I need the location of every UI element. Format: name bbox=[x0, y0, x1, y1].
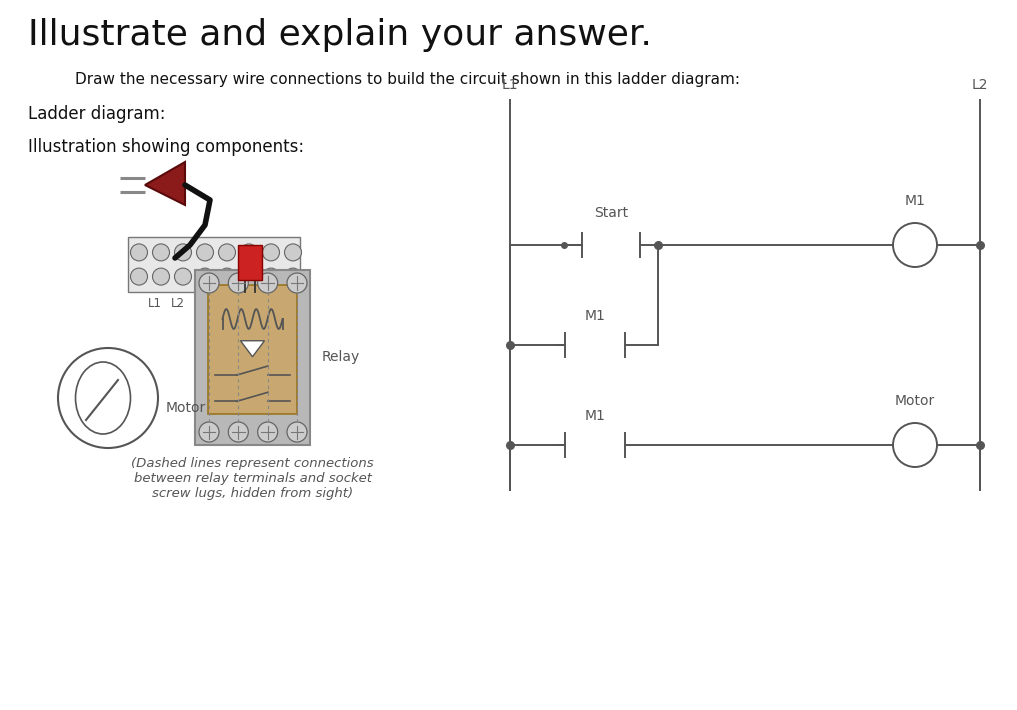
Bar bbox=[128, 237, 300, 292]
Circle shape bbox=[285, 268, 301, 285]
Circle shape bbox=[196, 268, 214, 285]
Text: Start: Start bbox=[594, 206, 629, 220]
Text: Relay: Relay bbox=[322, 351, 360, 364]
Text: Motor: Motor bbox=[166, 401, 206, 415]
Text: L1: L1 bbox=[501, 78, 519, 92]
Text: Illustrate and explain your answer.: Illustrate and explain your answer. bbox=[28, 18, 652, 52]
Circle shape bbox=[219, 244, 236, 261]
Text: L1: L1 bbox=[148, 297, 162, 310]
Text: Ladder diagram:: Ladder diagram: bbox=[28, 105, 166, 123]
Bar bbox=[208, 285, 297, 414]
Circle shape bbox=[130, 268, 147, 285]
Circle shape bbox=[262, 268, 280, 285]
Ellipse shape bbox=[75, 362, 130, 434]
Circle shape bbox=[893, 423, 937, 467]
Circle shape bbox=[287, 422, 307, 442]
Circle shape bbox=[196, 244, 214, 261]
Circle shape bbox=[257, 273, 278, 293]
Bar bbox=[238, 245, 262, 280]
Text: Motor: Motor bbox=[895, 394, 935, 408]
Text: L2: L2 bbox=[171, 297, 185, 310]
Circle shape bbox=[262, 244, 280, 261]
Circle shape bbox=[153, 244, 170, 261]
Circle shape bbox=[58, 348, 158, 448]
Circle shape bbox=[219, 268, 236, 285]
Circle shape bbox=[199, 273, 219, 293]
Text: M1: M1 bbox=[585, 409, 605, 423]
Circle shape bbox=[257, 422, 278, 442]
Polygon shape bbox=[145, 162, 185, 205]
Circle shape bbox=[130, 244, 147, 261]
Circle shape bbox=[285, 244, 301, 261]
Text: M1: M1 bbox=[585, 309, 605, 323]
Circle shape bbox=[229, 422, 248, 442]
Text: (Dashed lines represent connections
between relay terminals and socket
screw lug: (Dashed lines represent connections betw… bbox=[131, 457, 374, 500]
Text: Illustration showing components:: Illustration showing components: bbox=[28, 138, 304, 156]
Circle shape bbox=[175, 268, 191, 285]
Polygon shape bbox=[240, 341, 264, 356]
Text: M1: M1 bbox=[904, 194, 925, 208]
Circle shape bbox=[240, 268, 257, 285]
Text: L2: L2 bbox=[972, 78, 989, 92]
Text: Draw the necessary wire connections to build the circuit shown in this ladder di: Draw the necessary wire connections to b… bbox=[75, 72, 740, 87]
Circle shape bbox=[893, 223, 937, 267]
Circle shape bbox=[229, 273, 248, 293]
Circle shape bbox=[240, 244, 257, 261]
Circle shape bbox=[199, 422, 219, 442]
Circle shape bbox=[153, 268, 170, 285]
Circle shape bbox=[175, 244, 191, 261]
Bar bbox=[195, 270, 310, 445]
Circle shape bbox=[287, 273, 307, 293]
